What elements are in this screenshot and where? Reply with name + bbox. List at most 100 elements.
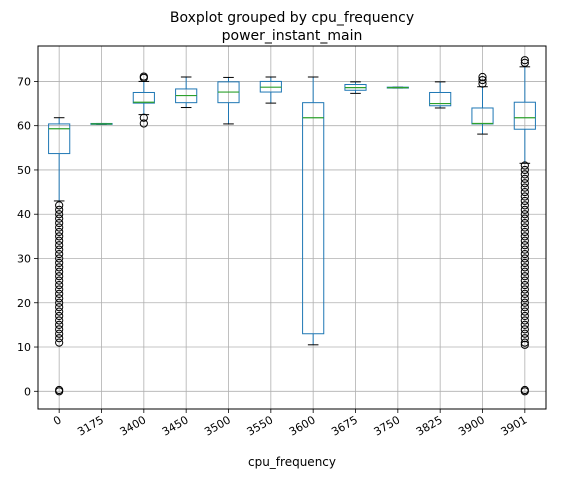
outlier-point: [520, 218, 529, 228]
outlier-point: [520, 334, 529, 343]
outlier-point: [55, 267, 64, 276]
y-tick-label: 70: [17, 75, 31, 88]
outlier-point: [55, 316, 64, 325]
iqr-box: [302, 102, 325, 335]
chart-subtitle: power_instant_main: [222, 28, 363, 44]
grid-lines: [38, 46, 546, 409]
box-group: [471, 72, 494, 135]
x-tick-label: 3550: [245, 413, 276, 438]
outlier-point: [520, 263, 529, 272]
y-tick-label: 50: [17, 164, 31, 177]
iqr-box: [48, 123, 71, 155]
outlier-point: [55, 236, 64, 245]
outlier-point: [478, 72, 487, 82]
outlier-point: [520, 232, 529, 241]
outlier-point: [139, 72, 148, 81]
iqr-box: [513, 101, 536, 130]
outlier-point: [520, 179, 529, 188]
outlier-point: [55, 227, 64, 237]
outlier-point: [55, 241, 64, 250]
outlier-point: [520, 329, 529, 338]
outlier-point: [520, 245, 529, 254]
outlier-point: [520, 210, 529, 219]
x-tick-label: 3900: [456, 413, 487, 438]
box-group: [513, 56, 536, 396]
outlier-point: [520, 267, 529, 276]
outlier-point: [139, 113, 148, 122]
outlier-point: [55, 280, 64, 290]
outlier-point: [55, 201, 64, 210]
outlier-point: [55, 249, 64, 259]
x-tick-label: 3400: [118, 413, 149, 438]
outlier-point: [520, 227, 529, 237]
outlier-point: [520, 298, 529, 307]
box-group: [302, 76, 325, 346]
outlier-point: [55, 307, 64, 316]
x-tick-label: 3500: [202, 413, 233, 438]
y-tick-label: 30: [17, 252, 31, 265]
outlier-point: [520, 56, 529, 65]
y-tick-label: 20: [17, 297, 31, 310]
x-tick-label: 3600: [287, 413, 318, 438]
outlier-point: [520, 214, 529, 223]
x-tick-label: 0: [51, 413, 64, 428]
boxes-layer: [48, 56, 536, 396]
outlier-point: [520, 174, 529, 183]
outlier-point: [520, 285, 529, 294]
outlier-point: [478, 79, 487, 88]
outlier-point: [55, 385, 64, 395]
outlier-point: [520, 320, 529, 329]
x-tick-label: 3450: [160, 413, 191, 438]
box-group: [132, 72, 155, 128]
outlier-point: [55, 205, 64, 214]
outlier-point: [520, 241, 529, 250]
iqr-box: [429, 91, 452, 107]
outlier-point: [520, 196, 529, 206]
y-tick-label: 10: [17, 341, 31, 354]
outlier-point: [520, 58, 529, 67]
box-group: [48, 117, 71, 396]
outlier-point: [520, 223, 529, 232]
outlier-point: [520, 325, 529, 334]
outlier-point: [55, 263, 64, 272]
outlier-point: [55, 218, 64, 228]
box-group: [344, 81, 367, 94]
x-tick-label: 3750: [372, 413, 403, 438]
outlier-point: [55, 223, 64, 232]
box-group: [217, 76, 240, 125]
outlier-point: [520, 311, 529, 321]
outlier-point: [520, 170, 529, 179]
x-tick-label: 3901: [499, 413, 530, 438]
outlier-point: [55, 258, 64, 268]
outlier-point: [520, 165, 529, 175]
outlier-point: [478, 75, 487, 85]
outlier-point: [520, 340, 529, 349]
outlier-point: [55, 338, 64, 347]
outlier-point: [55, 254, 64, 263]
outlier-point: [55, 311, 64, 321]
outlier-point: [520, 385, 529, 395]
outlier-point: [520, 183, 529, 192]
plot-frame: [37, 45, 547, 410]
outlier-point: [520, 258, 529, 268]
outlier-point: [55, 210, 64, 219]
outlier-point: [55, 276, 64, 285]
outlier-point: [520, 276, 529, 285]
outlier-point: [55, 334, 64, 343]
outlier-point: [55, 214, 64, 223]
box-group: [259, 76, 282, 104]
outlier-point: [520, 254, 529, 263]
outlier-point: [55, 325, 64, 334]
outlier-point: [520, 161, 529, 170]
outlier-point: [520, 236, 529, 245]
x-tick-label: 3825: [414, 413, 445, 438]
outlier-point: [520, 205, 529, 214]
outlier-point: [55, 303, 64, 312]
outlier-point: [55, 320, 64, 329]
box-group: [90, 122, 113, 125]
y-tick-label: 0: [24, 385, 31, 398]
outlier-point: [520, 272, 529, 281]
outlier-point: [55, 285, 64, 294]
outlier-point: [520, 201, 529, 210]
